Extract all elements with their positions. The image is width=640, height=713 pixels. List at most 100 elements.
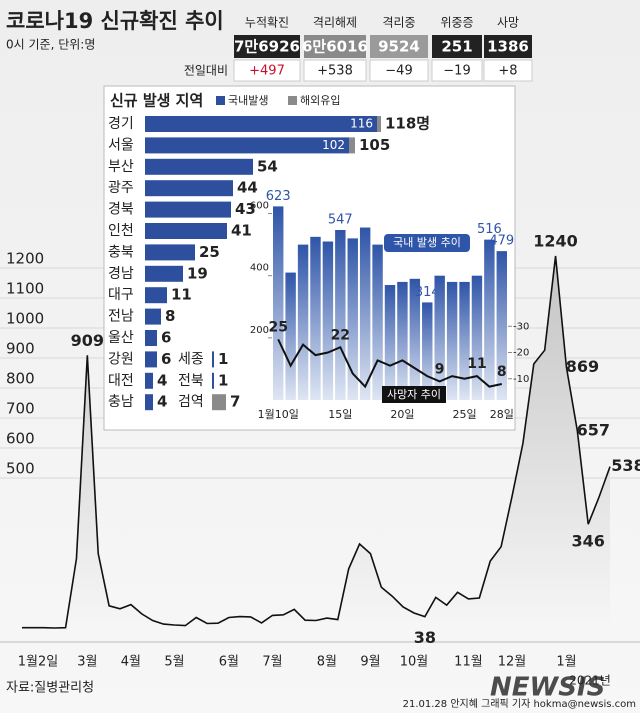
category-label: 강원 xyxy=(108,351,134,367)
x-tick-label: 1월 xyxy=(556,655,576,670)
inset-bar xyxy=(297,244,309,400)
series-tag: 사망자 추이 xyxy=(387,388,441,401)
total-label: 6 xyxy=(161,329,171,347)
bar xyxy=(145,223,227,239)
stat-header: 누적확진 xyxy=(245,16,289,30)
change-box xyxy=(483,59,533,82)
inset-bar xyxy=(471,275,483,400)
category-label: 경남 xyxy=(108,266,134,282)
bar-title: 신규 발생 지역 xyxy=(110,92,203,110)
stat-box xyxy=(484,35,532,58)
bar-value-label: 116 xyxy=(350,117,373,131)
change-box xyxy=(431,59,483,82)
bar xyxy=(145,394,153,411)
x-tick-label: 3월 xyxy=(77,655,97,670)
legend-label: 해외유입 xyxy=(300,93,340,107)
category-label: 부산 xyxy=(108,159,134,175)
category-label: 충북 xyxy=(108,244,134,260)
credit: 21.01.28 안지혜 그래픽 기자 hokma@newsis.com xyxy=(403,698,636,710)
watermark: NEWSIS xyxy=(490,673,605,703)
area xyxy=(22,256,610,628)
x-tick-label: 8월 xyxy=(317,655,337,670)
y-tick-label: 700 xyxy=(6,400,35,418)
legend-label: 국내발생 xyxy=(228,94,268,107)
inset-bar xyxy=(285,272,296,400)
stat-box xyxy=(432,35,482,58)
line-value-label: 9 xyxy=(435,361,445,377)
stat-header: 위중증 xyxy=(440,16,473,30)
total-label: 105 xyxy=(359,136,390,154)
x-tick-label: 28일 xyxy=(490,407,514,421)
change-box xyxy=(369,59,429,82)
bar xyxy=(212,372,214,389)
category-label: 광주 xyxy=(108,180,134,196)
x-tick-label: 25일 xyxy=(452,407,476,421)
line-value-label: 25 xyxy=(268,319,287,335)
inset-bar xyxy=(496,251,507,400)
total-label: 43 xyxy=(235,200,256,218)
category-label: 대전 xyxy=(108,373,134,389)
total-label: 1 xyxy=(218,371,228,389)
stat-box xyxy=(370,35,428,58)
stat-value: 251 xyxy=(441,38,472,56)
x-tick-label: 1월2일 xyxy=(18,655,58,670)
bar xyxy=(212,351,214,368)
value-label: 346 xyxy=(572,532,605,551)
category-label: 검역 xyxy=(178,394,204,410)
bar-value-label: 623 xyxy=(266,189,291,204)
category-label: 대구 xyxy=(108,287,134,303)
stat-change: −19 xyxy=(443,64,470,79)
x-tick-label: 12월 xyxy=(498,655,527,670)
total-label: 4 xyxy=(157,393,167,411)
x-tick-label: 9월 xyxy=(360,655,380,670)
stat-value: 7만6926 xyxy=(234,38,300,56)
inset-bar xyxy=(310,236,321,400)
bar xyxy=(145,158,253,175)
inset-bar xyxy=(434,275,445,400)
total-label: 8 xyxy=(165,307,175,325)
bar xyxy=(145,201,231,218)
bar xyxy=(145,351,157,368)
legend-swatch xyxy=(288,96,297,105)
inset-bar xyxy=(322,241,334,400)
line-value-label: 11 xyxy=(467,356,486,372)
total-label: 7 xyxy=(230,393,240,411)
inset-bar xyxy=(335,230,346,400)
total-label: 4 xyxy=(157,371,167,389)
total-label: 44 xyxy=(237,179,258,197)
value-label: 909 xyxy=(71,331,104,350)
legend-swatch xyxy=(216,96,225,105)
y-tick-label: 600 xyxy=(6,430,35,448)
inset-bar xyxy=(273,206,284,400)
stats: 누적확진 7만6926 +497 격리해제 6만6016 +538 격리중 9524 −49 위중… xyxy=(184,16,533,82)
y-tick-label: 500 xyxy=(6,460,35,478)
subtitle: 0시 기준, 단위:명 xyxy=(6,38,95,52)
bar-value-label: 102 xyxy=(322,138,345,152)
inset-bar xyxy=(372,244,383,400)
x-tick-label: 7월 xyxy=(262,655,282,670)
stat-value: 6만6016 xyxy=(302,38,368,56)
stat-change: +497 xyxy=(249,64,285,79)
total-label: 6 xyxy=(161,350,171,368)
bar xyxy=(349,137,355,154)
death-line xyxy=(277,338,502,389)
inset-bar xyxy=(446,281,458,400)
total-label: 118명 xyxy=(385,115,430,133)
y-tick-label: 800 xyxy=(6,370,35,388)
total-label: 54 xyxy=(257,157,278,175)
bar xyxy=(377,116,381,132)
inset-bar xyxy=(459,281,470,400)
total-label: 1 xyxy=(218,350,228,368)
change-box xyxy=(233,59,301,82)
series-tag: 국내 발생 추이 xyxy=(393,236,461,249)
x-tick-label: 11월 xyxy=(454,655,483,670)
bar xyxy=(145,265,183,282)
inset-bar xyxy=(397,281,408,400)
y-tick-label: 1000 xyxy=(6,310,44,328)
bar xyxy=(145,116,377,132)
value-label: 1240 xyxy=(533,232,578,251)
stat-header: 격리중 xyxy=(382,16,415,30)
y2-tick-label: -10 xyxy=(513,374,529,385)
